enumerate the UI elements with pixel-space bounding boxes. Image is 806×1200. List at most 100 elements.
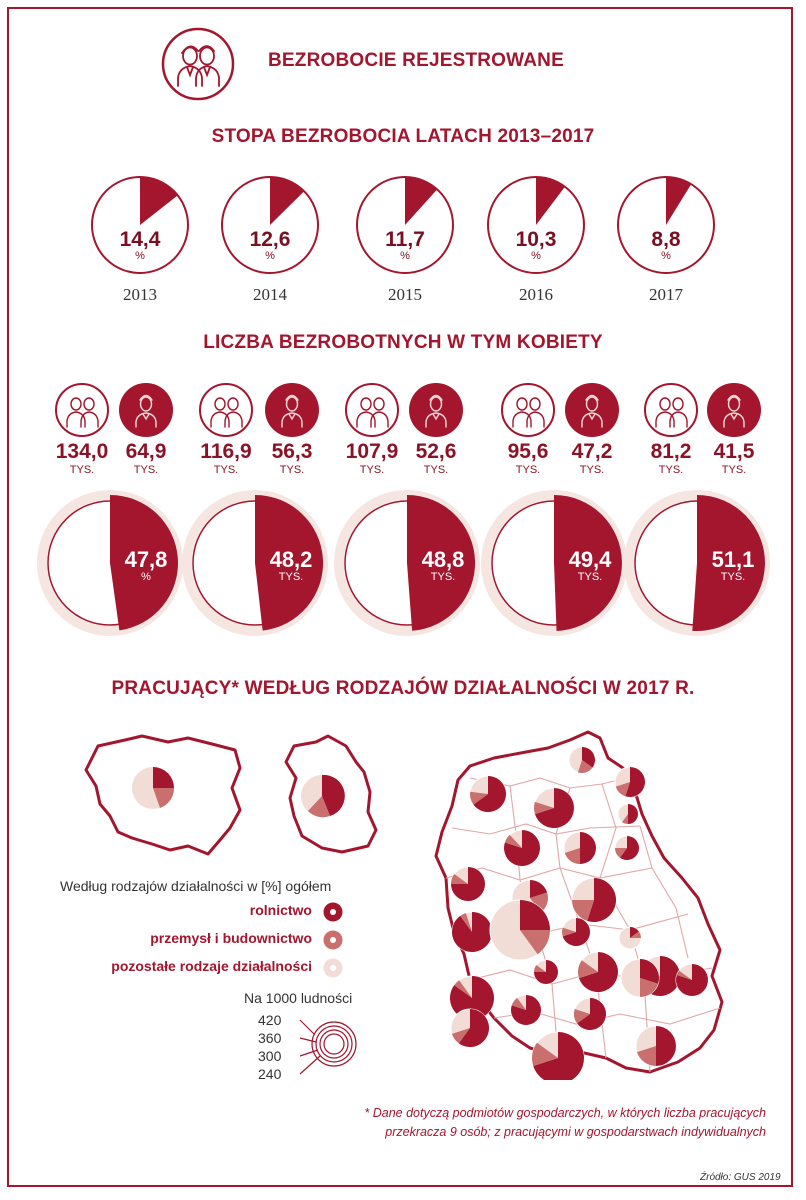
district-pie-2 bbox=[469, 775, 507, 813]
legend-title: Według rodzajów działalności w [%] ogółe… bbox=[60, 878, 332, 894]
women-unit-2014: TYS. bbox=[279, 464, 305, 476]
legend-label-other: pozostałe rodzaje działalności bbox=[111, 958, 312, 974]
source-note: Źródło: GUS 2019 bbox=[700, 1172, 781, 1183]
share-unit-2014: TYS. bbox=[278, 571, 304, 583]
poland-map bbox=[84, 734, 242, 856]
footnote-line-1: * Dane dotyczą podmiotów gospodarczych, … bbox=[364, 1106, 766, 1120]
rate-unit-2015: % bbox=[400, 250, 410, 262]
district-pie-21 bbox=[675, 963, 709, 997]
year-label-2016: 2016 bbox=[519, 285, 553, 304]
share-unit-2015: TYS. bbox=[430, 571, 456, 583]
district-pie-16 bbox=[577, 951, 619, 993]
district-pies bbox=[449, 746, 709, 1080]
share-unit-2017: TYS. bbox=[720, 571, 746, 583]
year-label-2013: 2013 bbox=[123, 285, 157, 304]
district-pie-7 bbox=[450, 866, 486, 902]
women-unit-2016: TYS. bbox=[579, 464, 605, 476]
rate-wedge-2013 bbox=[140, 177, 178, 225]
rate-value-2016: 10,3 bbox=[515, 228, 557, 251]
section-title-rate: STOPA BEZROBOCIA LATACH 2013–2017 bbox=[211, 126, 595, 147]
infographic-frame bbox=[7, 7, 793, 1187]
rate-wedge-2014 bbox=[270, 177, 305, 225]
rate-pie-2015 bbox=[356, 176, 454, 274]
rate-pie-2017 bbox=[617, 176, 715, 274]
share-pie-2017 bbox=[624, 490, 770, 636]
district-pie-10 bbox=[451, 911, 493, 953]
woman-icon-2014 bbox=[265, 383, 319, 437]
people-pair-icon-2017 bbox=[644, 383, 698, 437]
district-pie-13 bbox=[618, 926, 642, 950]
size-value-240: 240 bbox=[258, 1066, 282, 1082]
year-label-2014: 2014 bbox=[253, 285, 287, 304]
total-unit-2016: TYS. bbox=[515, 464, 541, 476]
woman-icon-2015 bbox=[409, 383, 463, 437]
section-title-employed: PRACUJĄCY* WEDŁUG RODZAJÓW DZIAŁALNOŚCI … bbox=[111, 678, 695, 699]
total-unit-2013: TYS. bbox=[69, 464, 95, 476]
district-pie-0 bbox=[568, 746, 596, 774]
total-unit-2015: TYS. bbox=[359, 464, 385, 476]
people-pair-icon bbox=[161, 27, 235, 101]
share-pie-2013 bbox=[37, 490, 183, 636]
share-value-2017: 51,1 bbox=[711, 547, 755, 572]
district-pie-22 bbox=[531, 1031, 585, 1080]
total-count-2017: 81,2 bbox=[650, 440, 692, 463]
size-value-420: 420 bbox=[258, 1012, 282, 1028]
district-pie-3 bbox=[533, 787, 575, 829]
section-title-count: LICZBA BEZROBOTNYCH W TYM KOBIETY bbox=[203, 332, 603, 353]
district-pie-17 bbox=[620, 958, 660, 998]
share-value-2016: 49,4 bbox=[568, 547, 612, 572]
page-title: BEZROBOCIE REJESTROWANE bbox=[268, 50, 564, 71]
rate-pie-2016 bbox=[487, 176, 585, 274]
share-value-2014: 48,2 bbox=[269, 547, 313, 572]
district-pie-18 bbox=[449, 975, 495, 1021]
rate-unit-2017: % bbox=[661, 250, 671, 262]
women-unit-2013: TYS. bbox=[133, 464, 159, 476]
district-pie-19 bbox=[510, 994, 542, 1026]
people-pair-icon-2015 bbox=[345, 383, 399, 437]
district-pie-23 bbox=[635, 1025, 677, 1067]
share-wedge-2014 bbox=[255, 495, 324, 631]
district-map bbox=[434, 730, 724, 1080]
footnote: * Dane dotyczą podmiotów gospodarczych, … bbox=[300, 1104, 766, 1142]
year-label-2017: 2017 bbox=[649, 285, 683, 304]
women-count-2013: 64,9 bbox=[125, 440, 167, 463]
share-value-2015: 48,8 bbox=[421, 547, 465, 572]
size-legend-title: Na 1000 ludności bbox=[244, 990, 353, 1006]
total-count-2015: 107,9 bbox=[345, 440, 399, 463]
rate-pie-2014 bbox=[221, 176, 319, 274]
share-pie-2016 bbox=[481, 490, 627, 636]
share-wedge-2016 bbox=[554, 495, 622, 631]
total-count-2016: 95,6 bbox=[507, 440, 549, 463]
district-pie-12 bbox=[561, 917, 591, 947]
rate-value-2017: 8,8 bbox=[651, 228, 681, 251]
total-unit-2014: TYS. bbox=[213, 464, 239, 476]
year-label-2015: 2015 bbox=[388, 285, 422, 304]
rate-wedge-2016 bbox=[536, 177, 565, 225]
district-pie-9 bbox=[571, 877, 617, 923]
women-unit-2015: TYS. bbox=[423, 464, 449, 476]
rate-unit-2016: % bbox=[531, 250, 541, 262]
women-count-2017: 41,5 bbox=[713, 440, 755, 463]
district-pie-24 bbox=[450, 1008, 490, 1048]
share-wedge-2015 bbox=[407, 495, 476, 631]
size-legend-circles bbox=[299, 1019, 357, 1075]
district-pie-6 bbox=[614, 835, 640, 861]
size-value-300: 300 bbox=[258, 1048, 282, 1064]
legend-label-industry: przemysł i budownictwo bbox=[150, 930, 312, 946]
women-unit-2017: TYS. bbox=[721, 464, 747, 476]
woman-icon-2017 bbox=[707, 383, 761, 437]
women-count-2014: 56,3 bbox=[271, 440, 313, 463]
woman-icon-2016 bbox=[565, 383, 619, 437]
share-unit-2016: TYS. bbox=[577, 571, 603, 583]
share-value-2013: 47,8 bbox=[124, 547, 168, 572]
woman-icon-2013 bbox=[119, 383, 173, 437]
district-pie-15 bbox=[533, 959, 559, 985]
rate-unit-2014: % bbox=[265, 250, 275, 262]
people-pair-icon-2013 bbox=[55, 383, 109, 437]
legend-swatches bbox=[323, 902, 343, 978]
women-count-2016: 47,2 bbox=[571, 440, 613, 463]
district-pie-11 bbox=[489, 899, 551, 961]
rate-value-2015: 11,7 bbox=[385, 228, 425, 251]
share-unit-2013: % bbox=[141, 571, 151, 583]
rate-pie-2013 bbox=[91, 176, 189, 274]
